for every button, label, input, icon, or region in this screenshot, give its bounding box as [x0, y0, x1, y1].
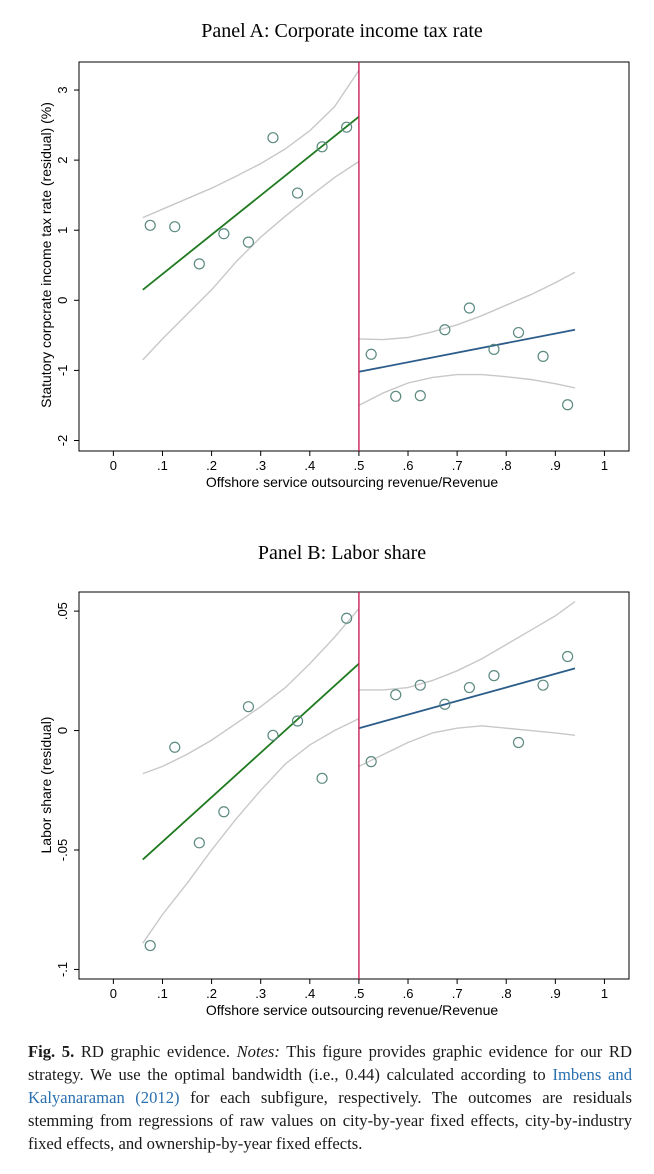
panel-b-x-tick-label: .7: [452, 986, 463, 1001]
panel-b-data-point: [537, 679, 549, 691]
panel-b-x-tick-label: .2: [206, 986, 217, 1001]
panel-a-y-tick-label: 2: [55, 157, 70, 164]
panel-b-ci-left-lower: [142, 717, 360, 944]
panel-b-data-point: [291, 715, 304, 727]
panel-a-data-point: [193, 258, 205, 270]
panel-a-data-point: [414, 390, 426, 402]
panel-b-data-point: [218, 806, 230, 818]
panel-a-y-tick-label: 3: [55, 86, 70, 93]
panel-a-data-point: [144, 219, 156, 231]
panel-a-x-tick-label: .4: [304, 458, 315, 473]
panel-b-ci-left-upper: [142, 608, 360, 775]
panel-b-data-point: [512, 736, 525, 749]
panel-a-fit-line-left: [142, 115, 360, 291]
panel-a-x-tick-label: .2: [206, 458, 217, 473]
panel-a-x-tick-label: 0: [110, 458, 117, 473]
panel-a-data-point: [169, 221, 181, 233]
panel-b-ci-right-upper: [358, 601, 576, 691]
panel-a-y-tick-label: 0: [55, 297, 70, 304]
panel-a-data-point: [341, 121, 353, 133]
caption-notes-label: Notes:: [236, 1042, 280, 1061]
panel-a-y-tick-label: 1: [55, 227, 70, 234]
panel-a-data-point: [218, 228, 230, 240]
panel-b-data-point: [365, 756, 377, 768]
panel-a-data-point: [291, 187, 304, 199]
figure-canvas: Panel A: Corporate income tax rate 0 .1 .2…: [38, 20, 630, 1018]
panel-a-fit-line-right: [358, 328, 576, 373]
panel-b-data-point: [439, 698, 451, 710]
panel-a-data-point: [488, 343, 500, 355]
panel-b-x-tick-label: 1: [601, 986, 608, 1001]
caption-reference-link[interactable]: Imbens and Kalyanaraman (2012): [28, 1065, 632, 1107]
panel-a-plot: 0 .1 .2 .3 .4 .5 .6 .7 .8 .9 1 -2 -1 0 1 2 3: [55, 61, 630, 473]
panel-a-x-tick-label: .7: [452, 458, 463, 473]
panel-a-x-tick-label: .3: [255, 458, 266, 473]
panel-a-y-tick-label: -1: [55, 365, 70, 377]
panel-b-y-tick-label: -.05: [55, 839, 70, 861]
panel-b-plot-frame: [78, 591, 630, 980]
panel-b-data-point: [193, 837, 205, 849]
panel-a-ci-left-lower: [142, 160, 360, 361]
panel-a-data-point: [562, 399, 574, 411]
panel-b-data-point: [267, 729, 279, 741]
panel-b-ci-right-lower: [358, 725, 576, 768]
panel-b-x-tick-label: .8: [501, 986, 512, 1001]
panel-b-data-point: [390, 689, 402, 701]
panel-b-y-tick-label: .05: [55, 602, 70, 620]
panel-b-data-point: [562, 650, 574, 663]
panel-b-y-tick-label: -.1: [55, 962, 70, 977]
panel-b-ylabel: Labor share (residual): [38, 717, 54, 854]
panel-a-xlabel: Offshore service outsourcing revenue/Rev…: [206, 474, 499, 490]
panel-a-data-point: [512, 326, 525, 339]
panel-a-x-tick-label: .5: [353, 458, 364, 473]
caption-text-1: This figure provides graphic evidence fo…: [28, 1042, 632, 1084]
panel-b-data-point: [316, 772, 328, 784]
panel-b-x-tick-label: .9: [550, 986, 561, 1001]
panel-a-data-point: [365, 348, 377, 360]
panel-a-y-tick-label: -2: [55, 435, 70, 447]
panel-b-x-tick-label: .6: [403, 986, 414, 1001]
panel-b-title: Panel B: Labor share: [258, 542, 426, 564]
panel-a-ci-right-lower: [358, 373, 576, 407]
panel-b-fit-line-left: [142, 663, 360, 861]
panel-b-data-point: [463, 681, 476, 694]
figure-caption: Fig. 5. RD graphic evidence. Notes: This…: [28, 1040, 632, 1155]
caption-text-2: for each subfigure, respectively. The ou…: [28, 1088, 632, 1153]
panel-a-plot-frame: [78, 61, 630, 452]
panel-b-x-tick-label: .5: [353, 986, 364, 1001]
panel-a-x-tick-label: .8: [501, 458, 512, 473]
panel-a-x-tick-label: .1: [157, 458, 168, 473]
panel-a-x-tick-label: .9: [550, 458, 561, 473]
panel-b-x-tick-label: .4: [304, 986, 315, 1001]
caption-fig-label: Fig. 5.: [28, 1042, 75, 1061]
panel-b-plot: 0 .1 .2 .3 .4 .5 .6 .7 .8 .9 1 -.1 -.05 0 .05: [55, 591, 630, 1001]
panel-a-ci-right-upper: [358, 271, 576, 341]
panel-a-x-tick-label: .6: [403, 458, 414, 473]
panel-a-data-point: [242, 236, 255, 248]
panel-b-data-point: [169, 741, 181, 753]
panel-b-y-tick-label: 0: [55, 727, 70, 734]
panel-b-data-point: [488, 670, 500, 682]
panel-a-data-point: [537, 350, 549, 362]
panel-a-title: Panel A: Corporate income tax rate: [201, 20, 483, 42]
panel-b-x-tick-label: .3: [255, 986, 266, 1001]
panel-a-data-point: [390, 390, 402, 402]
panel-a-ylabel: Statutory corpcrate income tax rate (res…: [38, 102, 54, 408]
panel-b-x-tick-label: 0: [110, 986, 117, 1001]
panel-b-fit-line-right: [358, 667, 576, 730]
panel-b-xlabel: Offshore service outsourcing revenue/Rev…: [206, 1002, 499, 1018]
panel-a-data-point: [463, 302, 476, 314]
panel-a-data-point: [267, 132, 279, 144]
caption-title: RD graphic evidence.: [74, 1042, 237, 1061]
panel-a-x-tick-label: 1: [601, 458, 608, 473]
panel-a-ci-left-upper: [142, 70, 360, 219]
panel-b-data-point: [414, 679, 426, 691]
panel-b-data-point: [341, 612, 353, 624]
panel-a-data-point: [316, 141, 328, 153]
panel-b-x-tick-label: .1: [157, 986, 168, 1001]
panel-b-data-point: [144, 939, 156, 952]
panel-a-data-point: [439, 324, 451, 336]
panel-b-data-point: [242, 701, 255, 713]
